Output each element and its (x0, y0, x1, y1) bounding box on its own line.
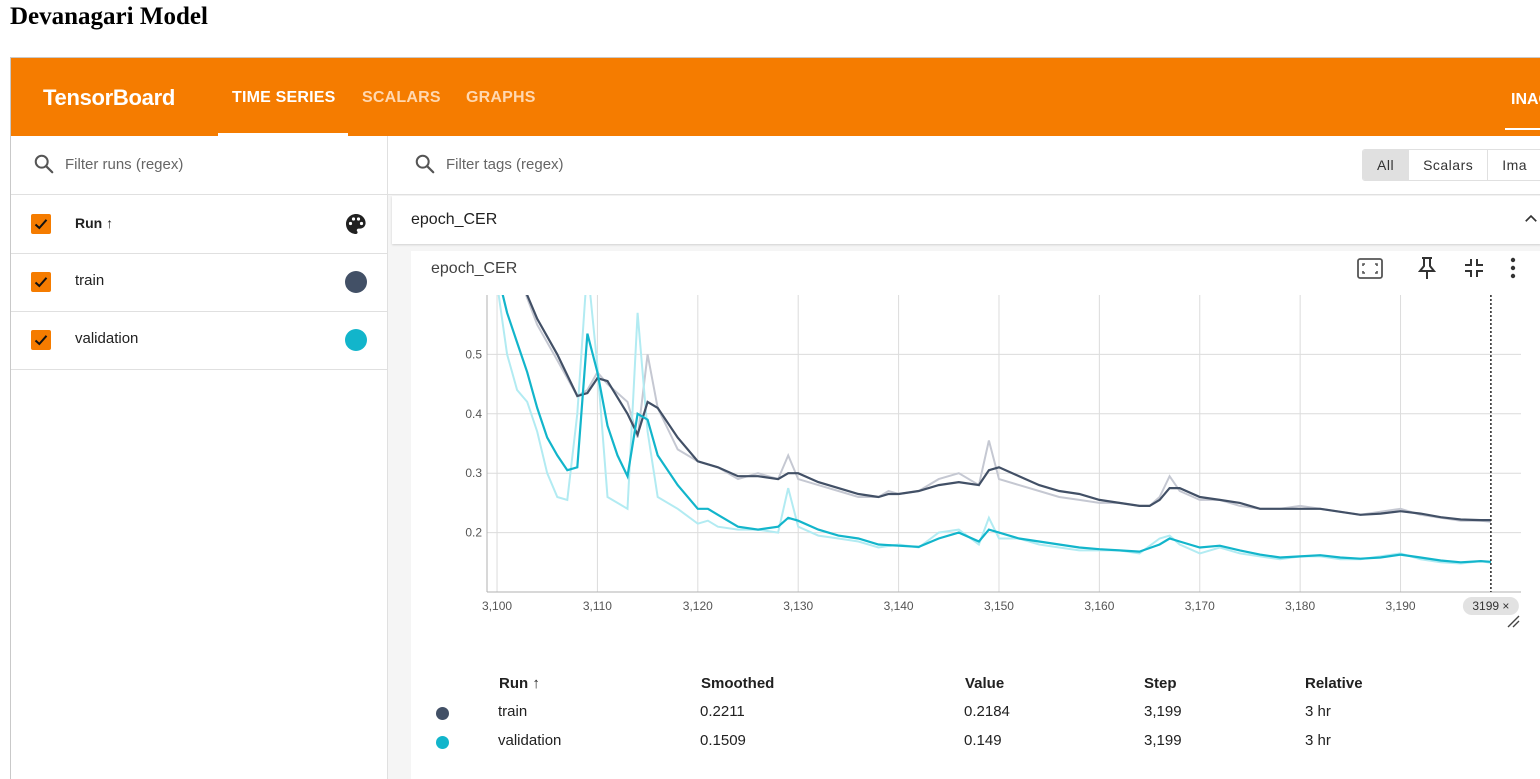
x-tick-label: 3,100 (482, 599, 512, 613)
legend-value: 0.149 (964, 732, 1002, 749)
runs-sidebar: Run ↑ train validation (11, 136, 388, 779)
run-checkbox-validation[interactable] (31, 330, 51, 350)
legend-relative: 3 hr (1305, 703, 1331, 720)
time-series-main: All Scalars Ima epoch_CER epoch_CER (388, 136, 1540, 779)
palette-icon[interactable] (344, 212, 368, 241)
run-checkbox-train[interactable] (31, 272, 51, 292)
x-tick-label: 3,140 (884, 599, 914, 613)
x-tick-label: 3,180 (1285, 599, 1315, 613)
active-tab-indicator (218, 133, 348, 136)
run-filter-input[interactable] (65, 152, 365, 176)
run-filter-bar (11, 136, 387, 195)
legend-smoothed: 0.2211 (700, 703, 745, 720)
chevron-up-icon[interactable] (1522, 210, 1540, 233)
fit-to-domain-icon[interactable] (1356, 256, 1384, 287)
y-tick-label: 0.4 (465, 407, 482, 421)
y-tick-label: 0.3 (465, 466, 482, 480)
legend-color-dot (436, 736, 449, 749)
more-vert-icon[interactable] (1507, 256, 1519, 285)
y-tick-label: 0.2 (465, 526, 482, 540)
legend-smoothed: 0.1509 (700, 732, 746, 749)
plugin-type-toggle: All Scalars Ima (1362, 149, 1540, 181)
series-smoothed-validation (501, 295, 1491, 564)
legend-value: 0.2184 (964, 703, 1010, 720)
document-title: Devanagari Model (10, 3, 208, 30)
resize-handle-icon[interactable] (1505, 613, 1521, 634)
toggle-scalars[interactable]: Scalars (1409, 150, 1489, 180)
tensorboard-frame: TensorBoard TIME SERIES SCALARS GRAPHS I… (10, 57, 1540, 779)
legend-step: 3,199 (1144, 732, 1182, 749)
legend-header-value: Value (965, 675, 1005, 692)
legend-header-smoothed: Smoothed (701, 675, 775, 692)
run-row-validation[interactable]: validation (11, 311, 387, 370)
top-app-bar: TensorBoard TIME SERIES SCALARS GRAPHS I… (11, 58, 1540, 136)
scalar-card: epoch_CER 3,100 3,110 3,120 3,130 3,140 3,150… (411, 251, 1540, 779)
toggle-all[interactable]: All (1363, 150, 1410, 180)
pin-icon[interactable] (1416, 255, 1438, 286)
run-row-train[interactable]: train (11, 253, 387, 312)
x-tick-label: 3,170 (1185, 599, 1215, 613)
tab-time-series[interactable]: TIME SERIES (232, 89, 336, 106)
x-tick-label: 3,190 (1386, 599, 1416, 613)
legend-step: 3,199 (1144, 703, 1182, 720)
collapse-icon[interactable] (1463, 257, 1485, 284)
search-icon (414, 153, 436, 180)
legend-color-dot (436, 707, 449, 720)
search-icon (33, 153, 55, 180)
card-title: epoch_CER (431, 260, 518, 277)
line-chart[interactable]: 3,100 3,110 3,120 3,130 3,140 3,150 3,160 3,170… (411, 295, 1540, 671)
legend-relative: 3 hr (1305, 732, 1331, 749)
run-name: validation (75, 330, 139, 347)
card-group-header[interactable]: epoch_CER (392, 196, 1540, 244)
step-cursor-label: 3199 × (1472, 599, 1509, 613)
runs-header-row: Run ↑ (11, 195, 387, 254)
brand-logo[interactable]: TensorBoard (43, 85, 175, 110)
series-smoothed-train (525, 295, 1491, 522)
run-color-swatch[interactable] (345, 329, 367, 351)
y-tick-label: 0.5 (465, 347, 482, 361)
series-raw-validation (497, 295, 1492, 565)
x-tick-label: 3,110 (583, 599, 612, 613)
tab-scalars[interactable]: SCALARS (362, 89, 441, 106)
inactive-tab-indicator (1505, 128, 1540, 130)
tab-inactive-dropdown[interactable]: INAC (1511, 91, 1540, 108)
tab-graphs[interactable]: GRAPHS (466, 89, 536, 106)
legend-header-run[interactable]: Run ↑ (499, 675, 540, 692)
x-tick-label: 3,150 (984, 599, 1014, 613)
x-tick-label: 3,160 (1084, 599, 1114, 613)
x-tick-label: 3,120 (683, 599, 713, 613)
group-title: epoch_CER (411, 211, 498, 228)
legend-header-step: Step (1144, 675, 1177, 692)
tag-filter-input[interactable] (446, 152, 1046, 176)
run-name: train (75, 272, 105, 289)
toggle-images[interactable]: Ima (1488, 150, 1540, 180)
select-all-checkbox[interactable] (31, 214, 51, 234)
run-color-swatch[interactable] (345, 271, 367, 293)
run-column-sort[interactable]: Run ↑ (75, 215, 114, 231)
legend-header-relative: Relative (1305, 675, 1363, 692)
tag-filter-bar: All Scalars Ima (388, 136, 1540, 195)
x-tick-label: 3,130 (783, 599, 813, 613)
legend-run-name: validation (498, 732, 562, 749)
step-cursor-chip (1462, 597, 1519, 615)
series-raw-train (524, 295, 1491, 523)
legend-run-name: train (498, 703, 528, 720)
